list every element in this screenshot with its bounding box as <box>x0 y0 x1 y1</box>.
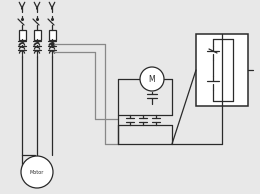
Bar <box>18 30 25 40</box>
Circle shape <box>21 156 53 188</box>
Text: M: M <box>149 74 155 83</box>
Text: Motor: Motor <box>30 170 44 174</box>
Bar <box>196 34 248 106</box>
Bar <box>49 30 55 40</box>
Bar <box>34 30 41 40</box>
Circle shape <box>140 67 164 91</box>
